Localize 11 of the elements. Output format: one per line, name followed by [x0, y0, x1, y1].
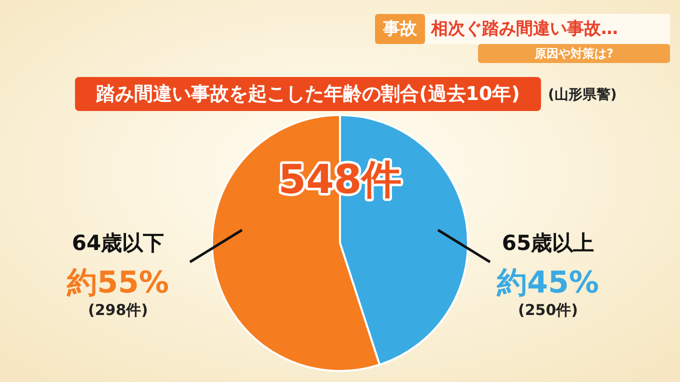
data-label: 約45%: [496, 266, 599, 300]
text: 相次ぐ踏み間違い事故…: [430, 19, 618, 39]
text: (山形県警): [548, 87, 617, 103]
slice-label: 65歳以上: [502, 231, 594, 255]
text: (250件): [518, 301, 578, 319]
chart-title: 踏み間違い事故を起こした年齢の割合(過去10年): [95, 83, 520, 105]
data-label: 約55%: [66, 266, 169, 300]
text: 事故: [382, 19, 418, 39]
text: (298件): [88, 301, 148, 319]
text: 原因や対策は?: [534, 46, 614, 60]
slice-label: 64歳以下: [72, 231, 164, 255]
